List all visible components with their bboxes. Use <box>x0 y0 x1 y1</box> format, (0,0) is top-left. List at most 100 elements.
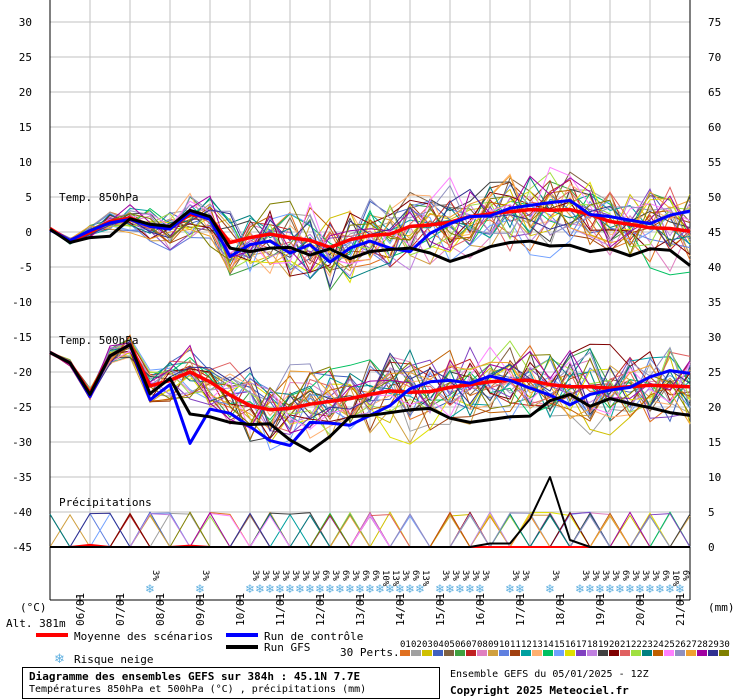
pert-number: 23 <box>642 640 653 650</box>
snow-badge-label: 3% <box>520 570 530 581</box>
snow-badge-label: 3% <box>590 570 600 581</box>
legend-control-label: Run de contrôle <box>264 630 363 643</box>
series-line-gfs_500 <box>49 343 691 453</box>
legend-gfs-label: Run GFS <box>264 641 310 654</box>
snow-badge-label: 3% <box>550 570 560 581</box>
snow-badge: 3%❄ <box>295 570 310 596</box>
pert-line-500 <box>49 340 691 416</box>
pert-swatch <box>697 650 707 656</box>
pert-number: 09 <box>488 640 499 650</box>
snow-badge-label: 3% <box>600 570 610 581</box>
pert-number: 14 <box>543 640 554 650</box>
pert-line-850 <box>49 171 691 272</box>
snow-badge: 13%❄ <box>415 570 430 596</box>
x-day-label: 18/01 <box>554 593 567 626</box>
snow-badge: 6%❄ <box>315 570 330 596</box>
pert-line-500 <box>49 347 691 426</box>
main-series-lines <box>49 199 691 548</box>
snow-badge-label: 3% <box>290 570 300 581</box>
snowflake-icon: ❄ <box>315 582 325 596</box>
x-day-label: 10/01 <box>234 593 247 626</box>
y-left-tick: -5 <box>19 261 32 274</box>
snow-badge: 6%❄ <box>355 570 370 596</box>
snow-badge-label: 3% <box>450 570 460 581</box>
y-left-tick: -10 <box>12 296 32 309</box>
pert-swatch <box>422 650 432 656</box>
snowflake-icon: ❄ <box>345 582 355 596</box>
pert-swatch <box>631 650 641 656</box>
snowflake-icon: ❄ <box>145 582 155 596</box>
x-day-label: 07/01 <box>114 593 127 626</box>
pert-number: 30 <box>719 640 730 650</box>
pert-swatch <box>587 650 597 656</box>
snowflake-icon: ❄ <box>245 582 255 596</box>
y-right-tick: 65 <box>708 86 721 99</box>
snow-badge-label: 10% <box>670 570 680 587</box>
snow-badge-label: 3% <box>510 570 520 581</box>
snow-badge: 3%❄ <box>325 570 340 596</box>
snow-badge-label: 13% <box>390 570 400 587</box>
snow-badge-label: 6% <box>360 570 370 581</box>
x-day-label: 08/01 <box>154 593 167 626</box>
perturbation-legend: 01 02 03 04 05 06 07 08 09 10 11 12 13 14 15 16 17 18 19 20… <box>400 640 730 656</box>
snow-badge-label: 6% <box>660 570 670 581</box>
pert-swatch <box>686 650 696 656</box>
pert-swatch <box>466 650 476 656</box>
y-right-tick: 45 <box>708 226 721 239</box>
snow-badge: 3%❄ <box>645 570 660 596</box>
snowflake-icon: ❄ <box>375 582 385 596</box>
pert-line-500 <box>49 346 691 442</box>
pert-swatch <box>521 650 531 656</box>
snowflake-icon: ❄ <box>515 582 525 596</box>
snow-badge-label: 3% <box>330 570 340 581</box>
snow-badge: 3%❄ <box>505 570 520 596</box>
pert-swatch <box>642 650 652 656</box>
snow-badge: 3%❄ <box>195 570 210 596</box>
pert-number: 01 <box>400 640 411 650</box>
snow-badge-label: 6% <box>340 570 350 581</box>
y-right-tick: 20 <box>708 401 721 414</box>
x-day-label: 21/01 <box>674 593 687 626</box>
panel-label-t500: Temp. 500hPa <box>59 334 138 347</box>
snow-badge-label: 3% <box>270 570 280 581</box>
snowflake-icon: ❄ <box>355 582 365 596</box>
y-right-tick: 35 <box>708 296 721 309</box>
series-line-control_850 <box>49 199 691 264</box>
y-left-tick: 5 <box>25 191 32 204</box>
pert-number: 29 <box>708 640 719 650</box>
chart-title: Diagramme des ensembles GEFS sur 384h : … <box>29 670 361 683</box>
snowflake-icon: ❄ <box>665 582 675 596</box>
snowflake-icon: ❄ <box>325 582 335 596</box>
snowflake-icon: ❄ <box>385 582 395 596</box>
y-left-tick: -30 <box>12 436 32 449</box>
pert-number: 16 <box>565 640 576 650</box>
series-line-gfs_precip <box>50 476 690 548</box>
snow-badge: 10%❄ <box>375 570 390 596</box>
pert-line-850 <box>49 174 691 274</box>
y-right-tick: 75 <box>708 16 721 29</box>
pert-number: 25 <box>664 640 675 650</box>
pert-line-500 <box>49 342 691 434</box>
x-day-label: 20/01 <box>634 593 647 626</box>
pert-number: 19 <box>598 640 609 650</box>
snowflake-icon: ❄ <box>415 582 425 596</box>
snow-badge: 13%❄ <box>385 570 400 596</box>
snow-badge-label: 6% <box>320 570 330 581</box>
x-day-label: 15/01 <box>434 593 447 626</box>
y-right-tick: 50 <box>708 191 721 204</box>
snow-badge-label: 3% <box>630 570 640 581</box>
pert-number: 21 <box>620 640 631 650</box>
snowflake-icon: ❄ <box>275 582 285 596</box>
pert-swatch <box>532 650 542 656</box>
pert-number: 17 <box>576 640 587 650</box>
snow-badge-label: 13% <box>420 570 430 587</box>
snow-badge: 3%❄ <box>285 570 300 596</box>
right-unit-label: (mm) <box>708 601 735 614</box>
x-day-label: 11/01 <box>274 593 287 626</box>
snowflake-icon: ❄ <box>54 652 65 667</box>
chart-subtitle: Températures 850hPa et 500hPa (°C) , pré… <box>29 684 367 695</box>
snow-badge: 3%❄ <box>255 570 270 596</box>
pert-line-500 <box>49 336 691 451</box>
snow-badge: 3%❄ <box>635 570 650 596</box>
